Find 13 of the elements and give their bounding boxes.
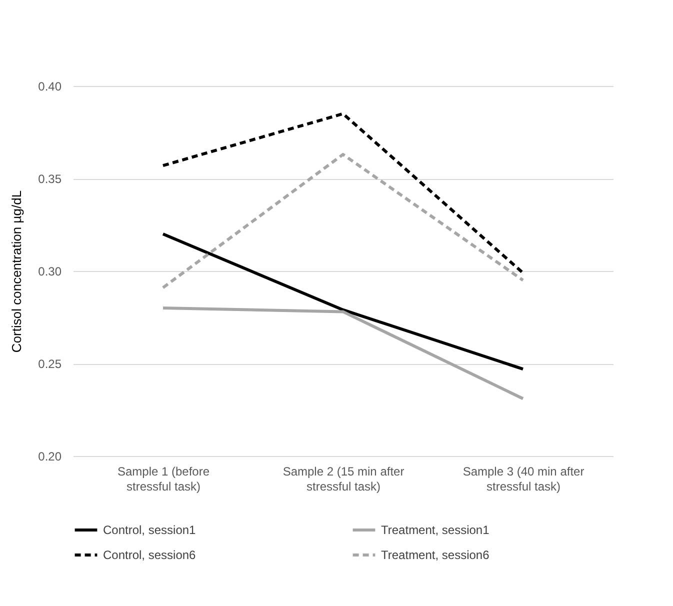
y-tick-label: 0.30 [38,264,62,278]
y-tick-label: 0.35 [38,172,62,186]
legend-label: Control, session1 [103,523,196,537]
legend-label: Treatment, session6 [381,548,490,562]
y-tick-label: 0.20 [38,450,62,464]
x-tick-label: Sample 1 (before stressful task) [117,464,210,494]
x-tick-label: Sample 3 (40 min after stressful task) [462,464,584,494]
y-axis-title: Cortisol concentration µg/dL [9,190,24,353]
y-tick-label: 0.25 [38,357,62,371]
y-tick-label: 0.40 [38,80,62,94]
x-tick-label: Sample 2 (15 min after stressful task) [282,464,404,494]
legend-label: Control, session6 [103,548,196,562]
legend-label: Treatment, session1 [381,523,490,537]
